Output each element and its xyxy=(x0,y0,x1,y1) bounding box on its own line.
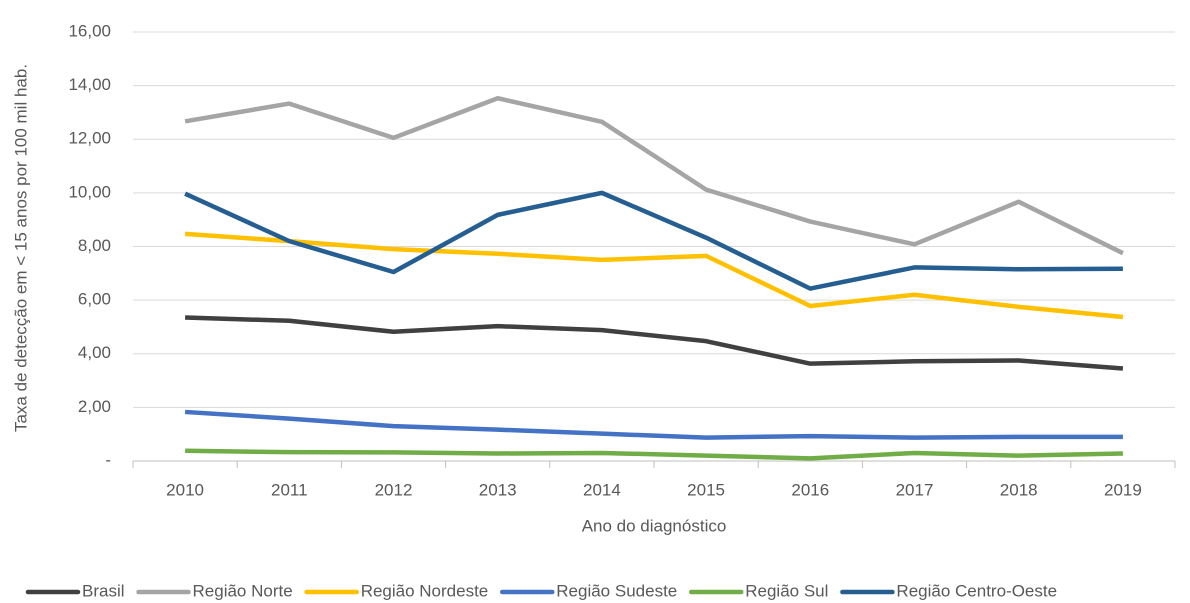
legend-label: Região Centro-Oeste xyxy=(896,581,1057,600)
x-tick-label: 2013 xyxy=(479,480,517,499)
x-tick-label: 2010 xyxy=(166,480,204,499)
x-tick-label: 2014 xyxy=(583,480,621,499)
y-tick-label: 14,00 xyxy=(68,75,111,94)
series-line xyxy=(184,95,1124,256)
legend-label: Região Sul xyxy=(745,581,828,600)
series-line xyxy=(184,231,1124,320)
legend-label: Região Norte xyxy=(193,581,293,600)
legend-label: Região Sudeste xyxy=(556,581,677,600)
y-tick-label: 4,00 xyxy=(78,343,111,362)
y-tick-label: - xyxy=(105,450,111,469)
series-line xyxy=(184,409,1123,440)
x-tick-label: 2016 xyxy=(791,480,829,499)
y-tick-label: 6,00 xyxy=(78,290,111,309)
series-line xyxy=(185,315,1124,371)
y-tick-label: 8,00 xyxy=(78,236,111,255)
series-line xyxy=(185,448,1123,461)
y-tick-label: 12,00 xyxy=(68,129,111,148)
x-tick-label: 2015 xyxy=(687,480,725,499)
y-tick-label: 16,00 xyxy=(68,21,111,40)
x-tick-label: 2012 xyxy=(375,480,413,499)
x-tick-label: 2018 xyxy=(1000,480,1038,499)
x-tick-label: 2017 xyxy=(896,480,934,499)
x-tick-label: 2019 xyxy=(1104,480,1142,499)
x-tick-label: 2011 xyxy=(271,480,308,499)
series-line xyxy=(184,190,1123,291)
y-tick-label: 2,00 xyxy=(78,397,111,416)
x-axis-title: Ano do diagnóstico xyxy=(582,516,727,535)
y-tick-label: 10,00 xyxy=(68,182,111,201)
legend-label: Região Nordeste xyxy=(361,581,489,600)
y-axis-title: Taxa de detecção em < 15 anos por 100 mi… xyxy=(11,64,30,432)
legend-label: Brasil xyxy=(82,581,125,600)
